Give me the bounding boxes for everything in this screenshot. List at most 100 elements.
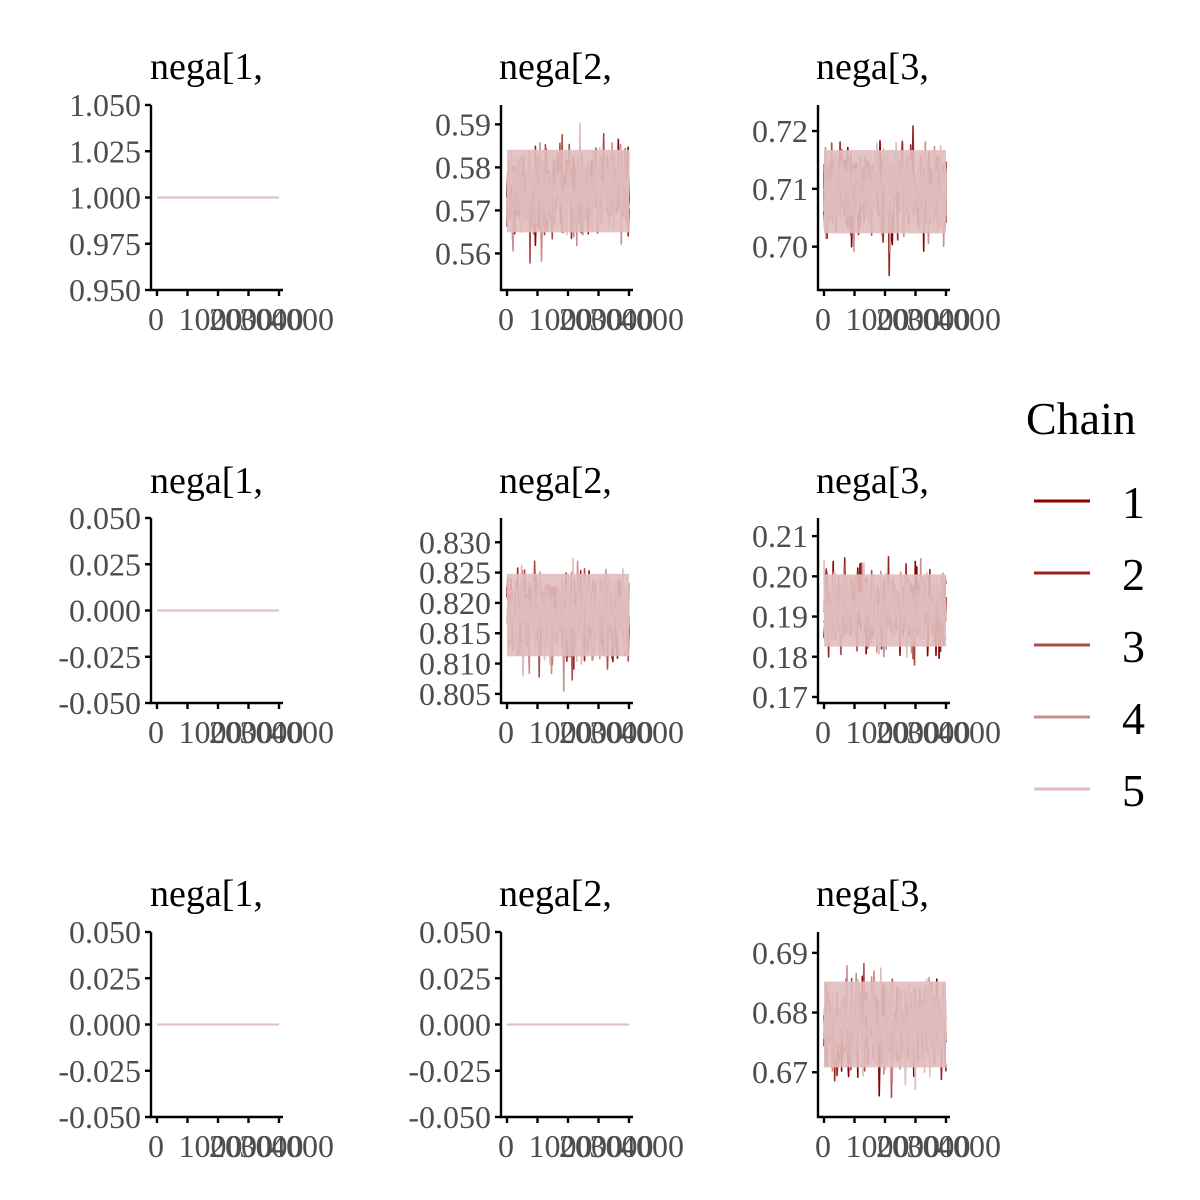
y-tick-label: 0.56 <box>435 235 491 271</box>
x-tick-label: 0 <box>148 1128 164 1164</box>
y-tick-label: 0.68 <box>752 995 808 1031</box>
y-tick-label: 0.050 <box>69 500 141 536</box>
y-tick-label: 0.825 <box>419 555 491 591</box>
y-tick-label: 0.050 <box>69 914 141 950</box>
y-tick-label: 0.72 <box>752 113 808 149</box>
y-tick-label: -0.025 <box>408 1053 491 1089</box>
legend-items: 1 2 3 4 5 <box>1034 477 1145 816</box>
legend-item: 1 <box>1034 477 1145 528</box>
y-tick-label: 0.17 <box>752 679 808 715</box>
y-tick-label: 0.20 <box>752 558 808 594</box>
x-tick-label: 4000 <box>937 1128 1001 1164</box>
x-tick-label: 0 <box>148 714 164 750</box>
x-tick-label: 4000 <box>620 714 684 750</box>
y-tick-label: 0.805 <box>419 676 491 712</box>
x-tick-label: 2000 <box>209 1128 273 1164</box>
x-tick-label: 3000 <box>907 1128 971 1164</box>
trace-panel: nega[1, -0.050 -0.025 0.000 0.025 0.050 0 10002… <box>58 873 334 1164</box>
y-tick-label: 0.71 <box>752 171 808 207</box>
x-tick-label: 1000 <box>529 1128 593 1164</box>
x-tick-label: 0 <box>815 1128 831 1164</box>
y-tick-label: 1.000 <box>69 180 141 216</box>
x-tick-label: 3000 <box>907 301 971 337</box>
x-tick-label: 0 <box>498 301 514 337</box>
y-tick-label: 0.025 <box>419 960 491 996</box>
x-tick-label: 4000 <box>620 1128 684 1164</box>
trace-density-band <box>824 150 946 234</box>
trace-density-band <box>507 149 629 233</box>
x-tick-label: 3000 <box>240 1128 304 1164</box>
legend-item: 2 <box>1034 549 1145 600</box>
x-tick-label: 1000 <box>179 714 243 750</box>
x-tick-label: 4000 <box>270 714 334 750</box>
axis-lines <box>816 518 950 705</box>
panel-title: nega[2, <box>499 46 612 88</box>
y-tick-label: 0.67 <box>752 1054 808 1090</box>
trace-panel: nega[1, -0.050 -0.025 0.000 0.025 0.050 0 10002… <box>58 460 334 750</box>
y-tick-label: 0.000 <box>69 593 141 629</box>
chain-legend: Chain 1 2 3 4 5 <box>1026 393 1145 816</box>
x-tick-label: 1000 <box>179 301 243 337</box>
x-tick-label: 0 <box>148 301 164 337</box>
x-tick-label: 1000 <box>179 1128 243 1164</box>
legend-label: 4 <box>1122 693 1145 744</box>
panel-title: nega[3, <box>816 460 929 502</box>
x-tick-label: 4000 <box>937 301 1001 337</box>
legend-label: 5 <box>1122 765 1145 816</box>
x-tick-label: 1000 <box>529 301 593 337</box>
y-tick-label: 0.050 <box>419 914 491 950</box>
panel-title: nega[2, <box>499 460 612 502</box>
y-tick-label: 0.21 <box>752 518 808 554</box>
x-tick-label: 1000 <box>846 301 910 337</box>
panel-title: nega[3, <box>816 873 929 915</box>
y-tick-label: 0.820 <box>419 585 491 621</box>
y-tick-label: 1.025 <box>69 133 141 169</box>
y-tick-label: -0.025 <box>58 639 141 675</box>
x-tick-label: 0 <box>815 301 831 337</box>
x-tick-label: 0 <box>498 1128 514 1164</box>
x-tick-label: 0 <box>498 714 514 750</box>
y-tick-label: 0.18 <box>752 639 808 675</box>
x-tick-label: 2000 <box>209 301 273 337</box>
x-tick-label: 3000 <box>590 301 654 337</box>
y-tick-label: -0.050 <box>58 685 141 721</box>
y-tick-label: 0.025 <box>69 546 141 582</box>
x-tick-label: 4000 <box>270 301 334 337</box>
legend-item: 4 <box>1034 693 1145 744</box>
legend-item: 5 <box>1034 765 1145 816</box>
y-tick-label: 0.950 <box>69 272 141 308</box>
trace-density-band <box>507 573 629 657</box>
y-tick-label: 0.025 <box>69 960 141 996</box>
legend-label: 2 <box>1122 549 1145 600</box>
x-tick-label: 2000 <box>876 1128 940 1164</box>
x-tick-label: 3000 <box>240 714 304 750</box>
x-tick-label: 4000 <box>270 1128 334 1164</box>
trace-panel: nega[3, 0.17 0.18 0.19 0.20 0.21 0 100020003000… <box>752 460 1001 750</box>
x-tick-label: 2000 <box>559 301 623 337</box>
y-tick-label: 0.19 <box>752 599 808 635</box>
y-tick-label: -0.050 <box>58 1099 141 1135</box>
axis-lines <box>816 105 950 292</box>
x-tick-label: 0 <box>815 714 831 750</box>
panel-title: nega[2, <box>499 873 612 915</box>
y-tick-label: 0.000 <box>69 1007 141 1043</box>
legend-title: Chain <box>1026 393 1136 444</box>
trace-lines <box>823 555 947 666</box>
trace-lines <box>823 962 947 1098</box>
x-tick-label: 4000 <box>620 301 684 337</box>
y-tick-label: 0.58 <box>435 149 491 185</box>
y-tick-label: 0.000 <box>419 1007 491 1043</box>
x-tick-label: 3000 <box>590 1128 654 1164</box>
x-tick-label: 4000 <box>937 714 1001 750</box>
x-tick-label: 2000 <box>876 301 940 337</box>
x-tick-label: 2000 <box>559 1128 623 1164</box>
trace-lines <box>506 557 630 692</box>
panel-title: nega[1, <box>150 873 263 915</box>
x-tick-label: 1000 <box>846 1128 910 1164</box>
axis-lines <box>816 932 950 1119</box>
y-tick-label: 1.050 <box>69 87 141 123</box>
